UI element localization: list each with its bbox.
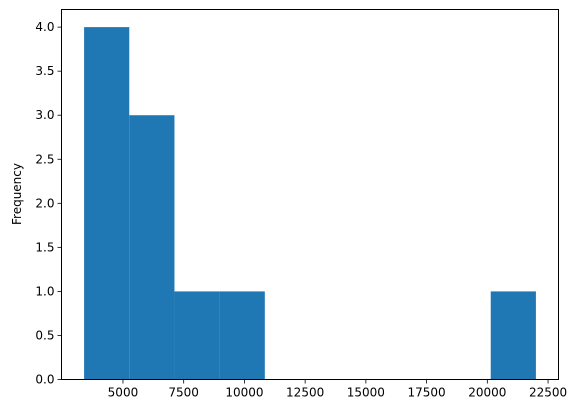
y-tick-label: 0.0 [35, 373, 54, 387]
histogram-bar-2 [174, 291, 220, 380]
y-tick-label: 1.0 [35, 284, 54, 298]
x-tick-label: 10000 [225, 386, 263, 400]
histogram-bar-9 [490, 291, 536, 380]
x-tick-label: 7500 [168, 386, 199, 400]
x-tick-label: 20000 [468, 386, 506, 400]
histogram-bars [84, 27, 536, 380]
histogram-bar-0 [84, 27, 130, 380]
y-tick-label: 3.0 [35, 108, 54, 122]
y-tick-label: 2.5 [35, 152, 54, 166]
y-tick-label: 4.0 [35, 20, 54, 34]
x-tick-label: 5000 [108, 386, 139, 400]
x-tick-label: 12500 [286, 386, 324, 400]
plot-frame [61, 9, 559, 380]
y-axis: 0.0 0.5 1.0 1.5 2.0 2.5 3.0 3.5 4.0 [35, 20, 62, 387]
y-tick-label: 2.0 [35, 196, 54, 210]
y-axis-title: Frequency [10, 163, 24, 225]
y-tick-label: 3.5 [35, 64, 54, 78]
histogram-bar-1 [129, 115, 175, 380]
x-tick-label: 17500 [408, 386, 446, 400]
x-tick-label: 22500 [529, 386, 567, 400]
y-tick-label: 1.5 [35, 240, 54, 254]
histogram-bar-3 [219, 291, 265, 380]
x-tick-label: 15000 [347, 386, 385, 400]
x-axis: 5000 7500 10000 12500 15000 17500 20000 22500 [108, 379, 567, 400]
y-tick-label: 0.5 [35, 328, 54, 342]
